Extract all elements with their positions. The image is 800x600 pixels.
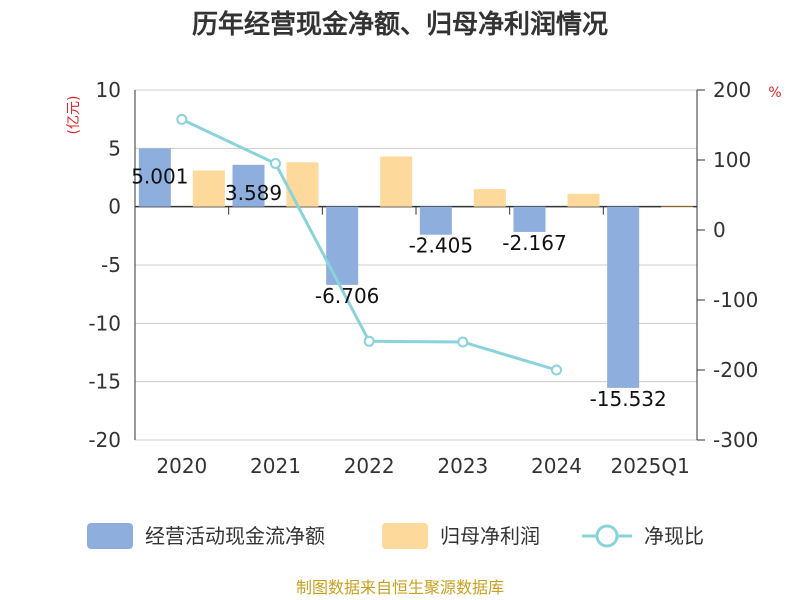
data-label-cashflow-2024: -2.167 bbox=[502, 231, 566, 255]
ratio-point-2021[interactable] bbox=[270, 158, 281, 169]
bar-netprofit-2025Q1[interactable] bbox=[661, 206, 694, 208]
left-tick-label: -5 bbox=[101, 253, 121, 277]
x-tick-label: 2023 bbox=[437, 454, 488, 478]
x-tick-label: 2021 bbox=[250, 454, 301, 478]
x-tick-label: 2025Q1 bbox=[610, 454, 689, 478]
right-tick-label: 0 bbox=[713, 218, 726, 242]
ratio-line-layer bbox=[176, 113, 562, 376]
ratio-point-2020[interactable] bbox=[176, 113, 188, 125]
right-axis-ticks: 200 100 0 -100 -200 -300 bbox=[697, 78, 758, 452]
legend-item-cashflow[interactable]: 经营活动现金流净额 bbox=[87, 523, 325, 549]
legend-label-cashflow: 经营活动现金流净额 bbox=[145, 524, 325, 548]
bar-cashflow-2023[interactable] bbox=[419, 206, 452, 235]
right-tick-label: -300 bbox=[713, 428, 758, 452]
data-labels: 5.001 3.589 -6.706 -2.405 -2.167 -15.532 bbox=[131, 164, 667, 411]
legend-label-netprofit: 归母净利润 bbox=[440, 524, 540, 548]
left-tick-label: -10 bbox=[88, 311, 121, 335]
bar-cashflow-2020[interactable] bbox=[138, 148, 171, 207]
bar-cashflow-2024[interactable] bbox=[513, 206, 546, 232]
data-label-cashflow-2022: -6.706 bbox=[315, 284, 379, 308]
right-tick-label: 100 bbox=[713, 148, 751, 172]
x-tick-label: 2020 bbox=[156, 454, 207, 478]
right-tick-label: -100 bbox=[713, 288, 758, 312]
legend-marker-ratio bbox=[595, 524, 619, 548]
bar-cashflow-2022[interactable] bbox=[326, 206, 359, 285]
ratio-point-2023[interactable] bbox=[457, 336, 469, 348]
bar-netprofit-2022[interactable] bbox=[380, 156, 413, 207]
left-axis-unit: (亿元) bbox=[66, 96, 82, 135]
ratio-point-2024[interactable] bbox=[551, 364, 562, 376]
data-label-cashflow-2020: 5.001 bbox=[131, 164, 188, 188]
ratio-line bbox=[181, 118, 557, 372]
bar-cashflow-2025Q1[interactable] bbox=[607, 206, 640, 388]
left-axis-ticks: 10 5 0 -5 -10 -15 -20 bbox=[88, 78, 121, 452]
data-label-cashflow-2021: 3.589 bbox=[225, 181, 282, 205]
x-tick-label: 2022 bbox=[344, 454, 395, 478]
bar-netprofit-2020[interactable] bbox=[192, 170, 225, 207]
legend-swatch-netprofit bbox=[382, 523, 428, 549]
right-axis-unit: % bbox=[768, 85, 781, 101]
bar-netprofit-2021[interactable] bbox=[286, 162, 319, 207]
legend-item-netprofit[interactable]: 归母净利润 bbox=[382, 523, 540, 549]
left-tick-label: -15 bbox=[88, 370, 121, 394]
bar-cashflow-2021[interactable] bbox=[232, 164, 265, 207]
right-tick-label: 200 bbox=[713, 78, 751, 102]
x-tick-label: 2024 bbox=[531, 454, 582, 478]
left-tick-label: 5 bbox=[108, 136, 121, 160]
data-label-cashflow-2025Q1: -15.532 bbox=[590, 387, 667, 411]
data-label-cashflow-2023: -2.405 bbox=[409, 234, 473, 258]
bar-netprofit-2024[interactable] bbox=[567, 193, 600, 207]
source-note: 制图数据来自恒生聚源数据库 bbox=[296, 578, 504, 597]
legend-swatch-cashflow bbox=[87, 523, 133, 549]
left-tick-label: -20 bbox=[88, 428, 121, 452]
chart-title: 历年经营现金净额、归母净利润情况 bbox=[192, 9, 608, 40]
left-tick-label: 0 bbox=[108, 195, 121, 219]
bars bbox=[138, 148, 694, 388]
x-axis-ticks: 2020 2021 2022 2023 2024 2025Q1 bbox=[156, 454, 689, 478]
axes bbox=[134, 90, 698, 440]
right-tick-label: -200 bbox=[713, 358, 758, 382]
legend: 经营活动现金流净额 归母净利润 净现比 bbox=[87, 523, 704, 549]
ratio-point-2022[interactable] bbox=[363, 335, 375, 347]
legend-item-ratio[interactable]: 净现比 bbox=[582, 524, 704, 548]
left-tick-label: 10 bbox=[96, 78, 121, 102]
bar-netprofit-2023[interactable] bbox=[473, 189, 506, 207]
legend-label-ratio: 净现比 bbox=[644, 524, 704, 548]
